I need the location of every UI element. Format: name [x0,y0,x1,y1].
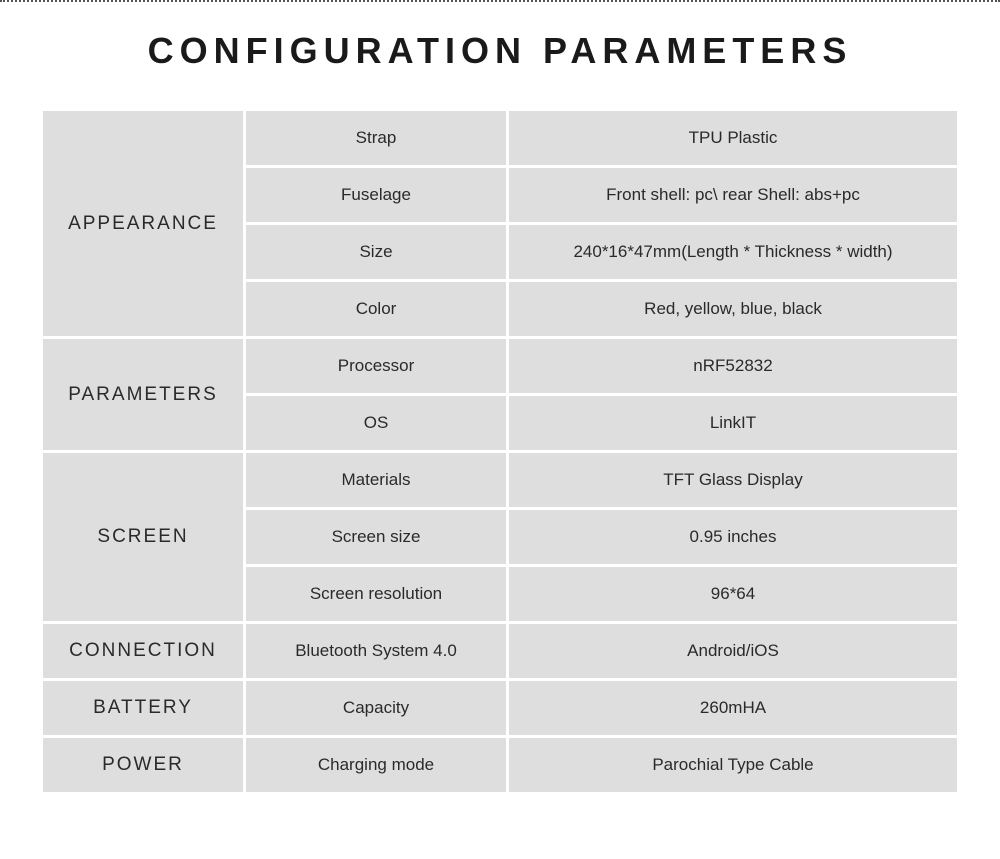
cell-label: Fuselage [246,168,506,222]
cell-value: 0.95 inches [509,510,957,564]
cell-value: TFT Glass Display [509,453,957,507]
cell-value: Red, yellow, blue, black [509,282,957,336]
table-row: PARAMETERS Processor nRF52832 [43,339,957,393]
table-row: BATTERY Capacity 260mHA [43,681,957,735]
dotted-divider [0,0,1000,2]
table-row: APPEARANCE Strap TPU Plastic [43,111,957,165]
table-row: POWER Charging mode Parochial Type Cable [43,738,957,792]
cell-label: Strap [246,111,506,165]
section-screen: SCREEN [43,453,243,621]
section-power: POWER [43,738,243,792]
cell-label: Charging mode [246,738,506,792]
section-parameters: PARAMETERS [43,339,243,450]
cell-label: Bluetooth System 4.0 [246,624,506,678]
cell-label: OS [246,396,506,450]
cell-value: 260mHA [509,681,957,735]
cell-label: Capacity [246,681,506,735]
cell-value: 96*64 [509,567,957,621]
table-row: CONNECTION Bluetooth System 4.0 Android/… [43,624,957,678]
cell-label: Color [246,282,506,336]
spec-table: APPEARANCE Strap TPU Plastic Fuselage Fr… [40,108,960,795]
cell-label: Size [246,225,506,279]
cell-label: Processor [246,339,506,393]
section-appearance: APPEARANCE [43,111,243,336]
cell-label: Screen size [246,510,506,564]
section-battery: BATTERY [43,681,243,735]
cell-value: LinkIT [509,396,957,450]
page-title: CONFIGURATION PARAMETERS [40,30,960,72]
cell-value: 240*16*47mm(Length * Thickness * width) [509,225,957,279]
cell-label: Materials [246,453,506,507]
cell-label: Screen resolution [246,567,506,621]
cell-value: Android/iOS [509,624,957,678]
content-container: CONFIGURATION PARAMETERS APPEARANCE Stra… [0,30,1000,795]
cell-value: TPU Plastic [509,111,957,165]
cell-value: Front shell: pc\ rear Shell: abs+pc [509,168,957,222]
cell-value: nRF52832 [509,339,957,393]
section-connection: CONNECTION [43,624,243,678]
cell-value: Parochial Type Cable [509,738,957,792]
table-row: SCREEN Materials TFT Glass Display [43,453,957,507]
